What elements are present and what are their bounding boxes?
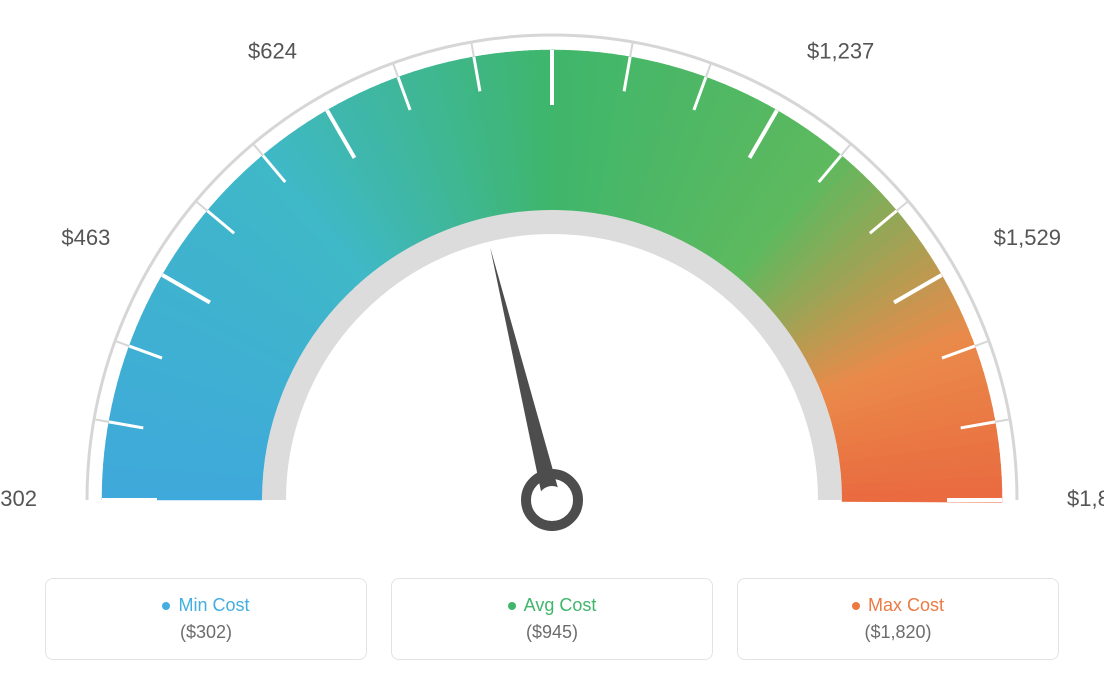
legend-card: Min Cost ($302) — [45, 578, 367, 660]
legend-label: Max Cost — [868, 595, 944, 616]
legend-value: ($302) — [180, 622, 232, 643]
legend-value: ($1,820) — [864, 622, 931, 643]
gauge-color-band — [102, 50, 1002, 502]
gauge-tick-label: $624 — [248, 38, 297, 63]
legend-title: Avg Cost — [508, 595, 597, 616]
legend-row: Min Cost ($302) Avg Cost ($945) Max Cost ($1,… — [0, 578, 1104, 660]
legend-card: Avg Cost ($945) — [391, 578, 713, 660]
gauge-tick-label: $302 — [0, 486, 37, 511]
legend-value: ($945) — [526, 622, 578, 643]
legend-dot — [162, 602, 170, 610]
legend-title: Max Cost — [852, 595, 944, 616]
gauge-needle — [481, 245, 560, 502]
gauge-svg: $302$463$624$945$1,237$1,529$1,820 — [0, 0, 1104, 560]
legend-title: Min Cost — [162, 595, 249, 616]
chart-container: $302$463$624$945$1,237$1,529$1,820 Min C… — [0, 0, 1104, 690]
gauge-tick-label: $463 — [61, 225, 110, 250]
legend-label: Avg Cost — [524, 595, 597, 616]
gauge-area: $302$463$624$945$1,237$1,529$1,820 — [0, 0, 1104, 560]
legend-dot — [852, 602, 860, 610]
legend-label: Min Cost — [178, 595, 249, 616]
gauge-tick-label: $1,820 — [1067, 486, 1104, 511]
gauge-tick-label: $1,237 — [807, 38, 874, 63]
legend-card: Max Cost ($1,820) — [737, 578, 1059, 660]
legend-dot — [508, 602, 516, 610]
gauge-tick-label: $1,529 — [994, 225, 1061, 250]
